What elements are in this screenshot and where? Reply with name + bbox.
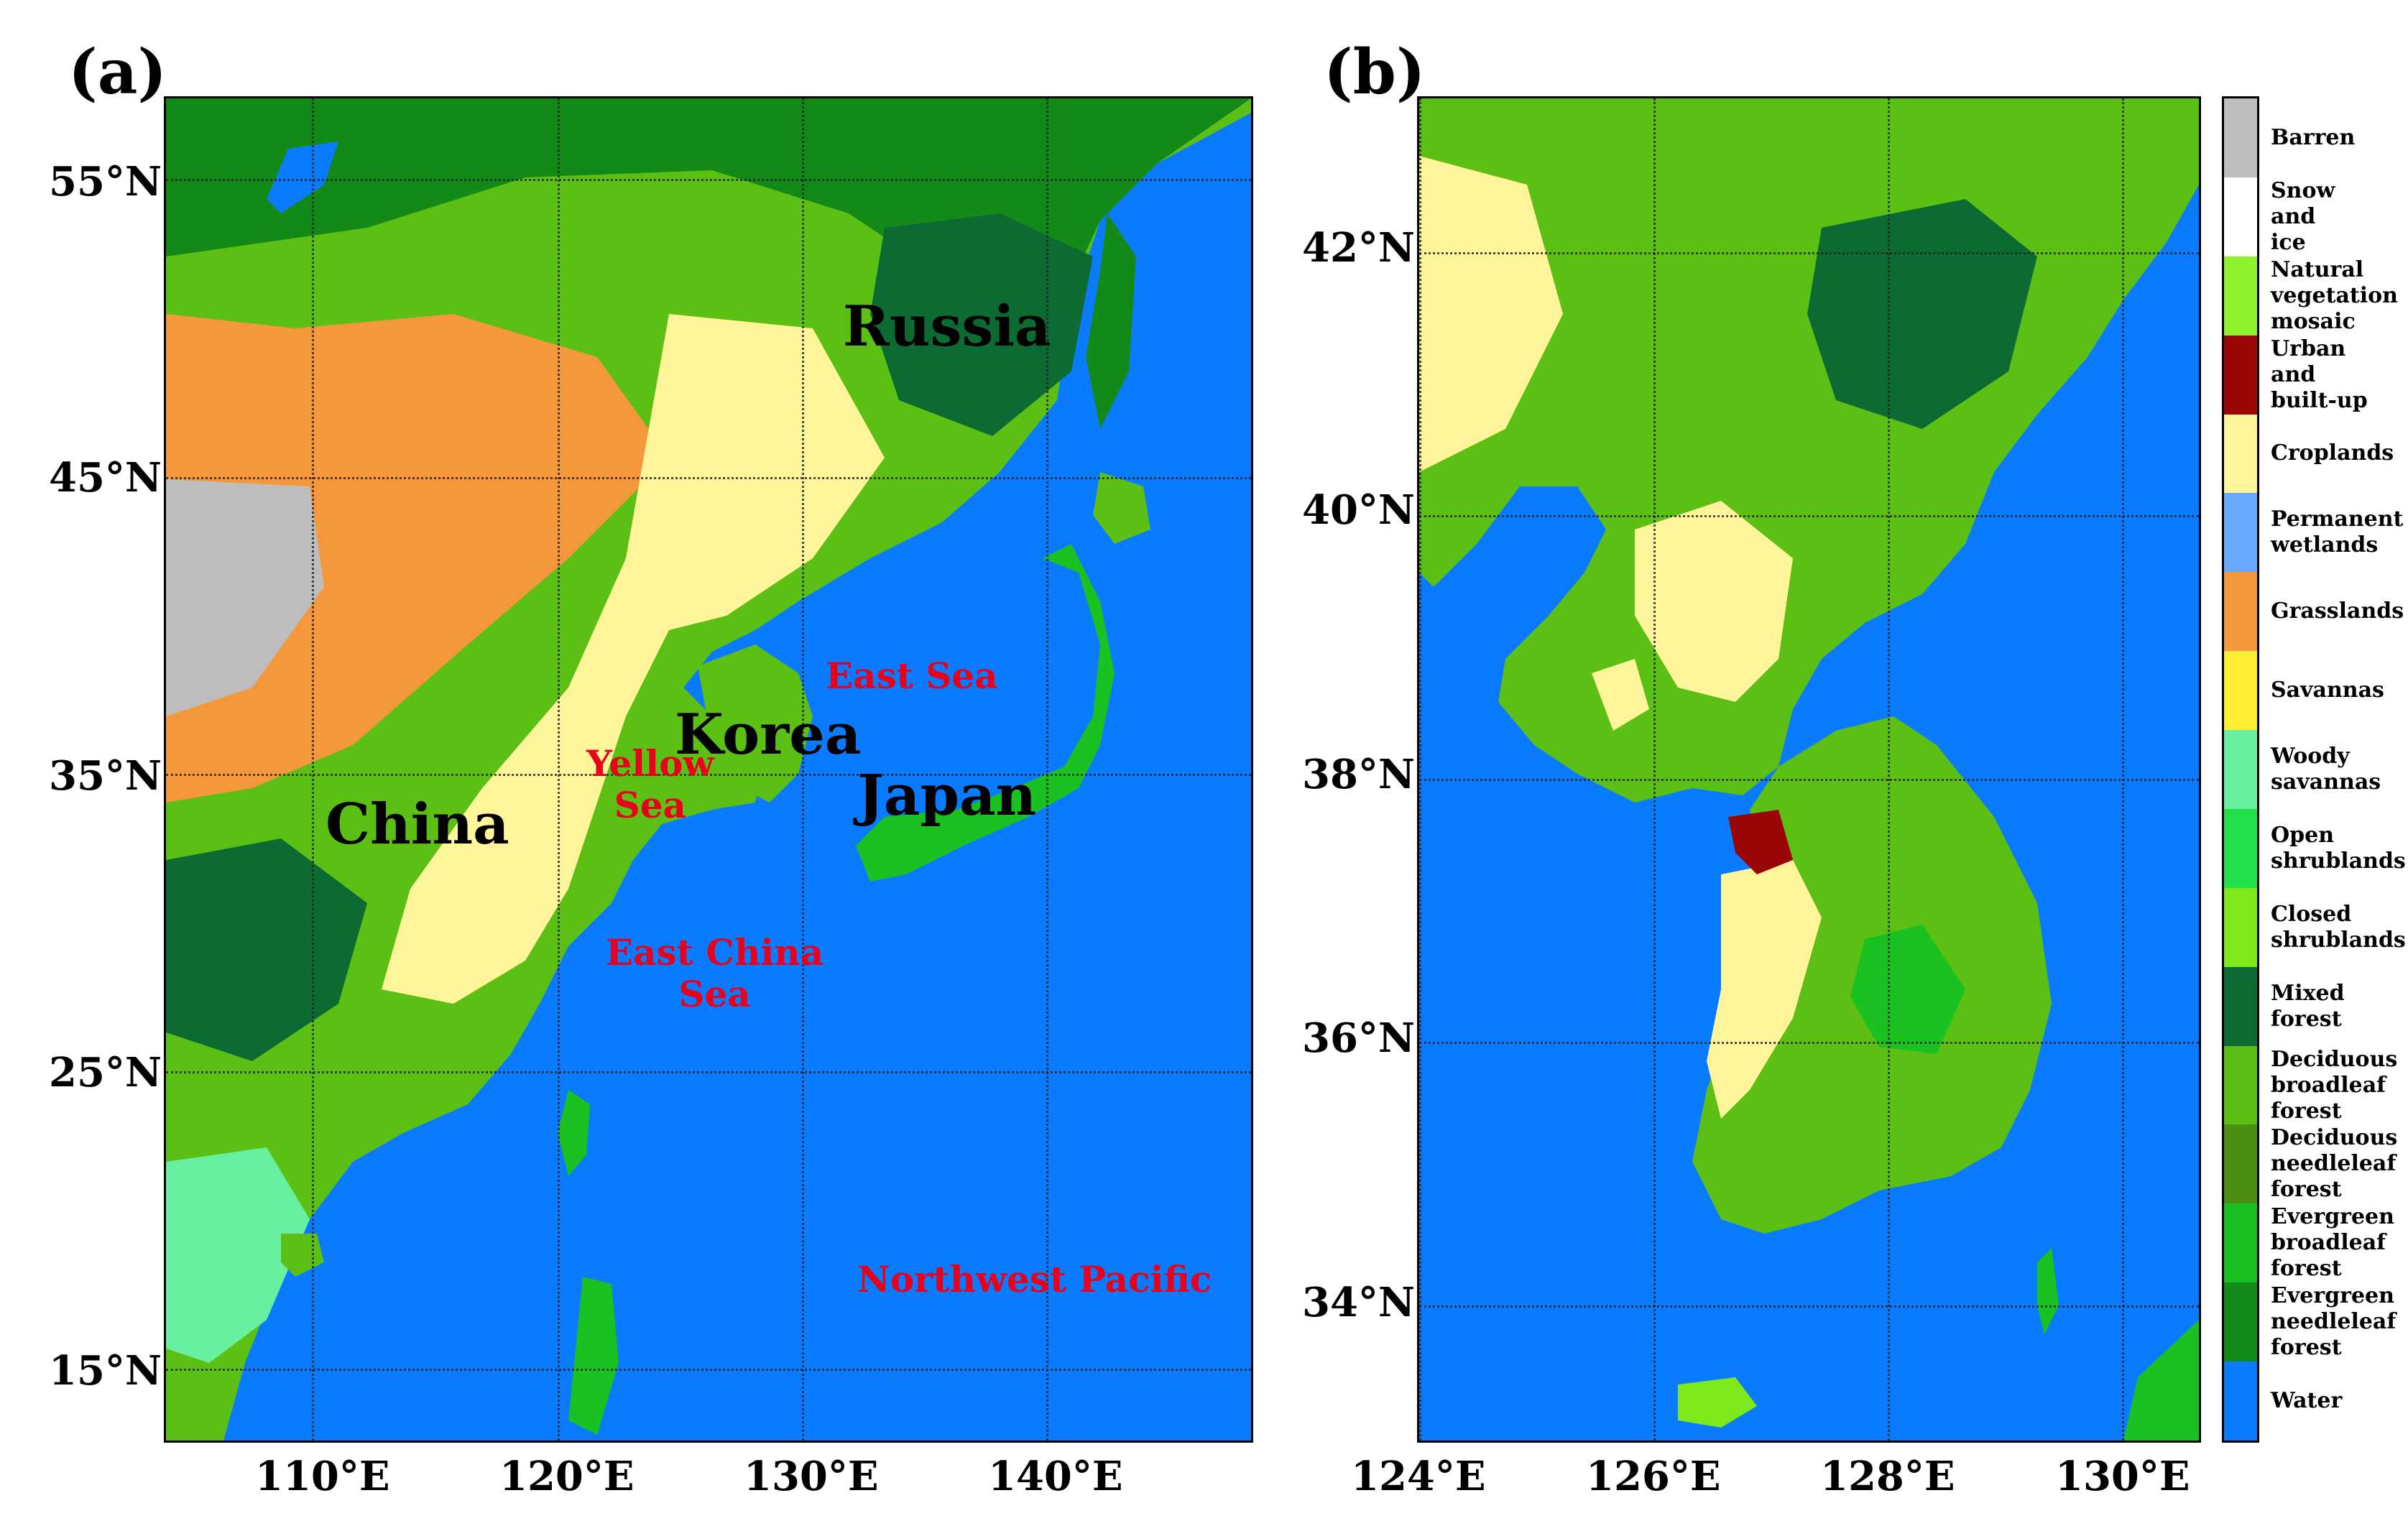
- legend-swatch: [2224, 98, 2257, 177]
- gridline: [166, 477, 1251, 479]
- legend-label: Urban and built-up: [2271, 336, 2368, 413]
- gridline: [1419, 252, 2199, 254]
- panel-a-label: (a): [68, 36, 167, 108]
- gridline: [166, 774, 1251, 776]
- gridline: [166, 1369, 1251, 1371]
- panel-a-lon-tick: 110°E: [255, 1453, 390, 1500]
- label-korea: Korea: [675, 702, 862, 767]
- legend-swatch: [2224, 1124, 2257, 1204]
- legend-label: Natural vegetation mosaic: [2271, 256, 2398, 334]
- label-yellow-sea-line1: Yellow: [586, 742, 714, 785]
- legend-swatch: [2224, 730, 2257, 809]
- legend-label: Mixed forest: [2271, 980, 2345, 1032]
- gridline: [312, 98, 314, 1441]
- legend-swatch: [2224, 1203, 2257, 1283]
- label-yellow-sea: Yellow Sea: [586, 743, 714, 826]
- legend-swatch: [2224, 335, 2257, 415]
- panel-a-map: Russia Korea Japan China East Sea Yellow…: [164, 96, 1253, 1443]
- gridline: [166, 179, 1251, 181]
- panel-a-lon-tick: 120°E: [499, 1453, 635, 1500]
- gridline: [166, 1071, 1251, 1073]
- gridline: [802, 98, 804, 1441]
- legend-label: Evergreen broadleaf forest: [2271, 1204, 2394, 1282]
- legend-swatch: [2224, 256, 2257, 336]
- panel-a-lat-tick: 55°N: [49, 158, 162, 205]
- label-east-china-sea-line1: East China: [606, 931, 824, 974]
- panel-a-lat-tick: 25°N: [49, 1049, 162, 1096]
- panel-a-lon-tick: 140°E: [988, 1453, 1123, 1500]
- panel-b-lat-tick: 34°N: [1302, 1279, 1416, 1326]
- label-east-china-sea-line2: Sea: [678, 972, 751, 1015]
- legend-swatch: [2224, 808, 2257, 888]
- legend-label: Snow and ice: [2271, 177, 2335, 255]
- legend-colorbar: [2222, 96, 2259, 1443]
- panel-a-land-cover: [166, 98, 1251, 1441]
- label-yellow-sea-line2: Sea: [614, 783, 686, 826]
- legend-swatch: [2224, 177, 2257, 256]
- panel-a-lat-tick: 35°N: [49, 752, 162, 800]
- legend-label: Woody savannas: [2271, 744, 2381, 795]
- legend-swatch: [2224, 1045, 2257, 1125]
- legend-label: Evergreen needleleaf forest: [2271, 1283, 2397, 1361]
- gridline: [2122, 98, 2124, 1441]
- label-japan: Japan: [857, 763, 1037, 828]
- legend-label: Permanent wetlands: [2271, 507, 2404, 558]
- panel-b-label: (b): [1324, 36, 1426, 108]
- panel-b-lat-tick: 40°N: [1302, 486, 1416, 534]
- label-northwest-pacific: Northwest Pacific: [857, 1258, 1212, 1300]
- panel-b-lon-tick: 130°E: [2055, 1453, 2190, 1500]
- legend-label: Barren: [2271, 124, 2356, 150]
- label-east-china-sea: East China Sea: [606, 932, 824, 1014]
- legend-swatch: [2224, 1282, 2257, 1361]
- gridline: [1419, 98, 1421, 1441]
- panel-b-lat-tick: 38°N: [1302, 751, 1416, 798]
- legend-label: Water: [2271, 1388, 2343, 1414]
- panel-b-lon-tick: 124°E: [1351, 1453, 1486, 1500]
- panel-b-lon-tick: 128°E: [1820, 1453, 1955, 1500]
- legend-label: Open shrublands: [2271, 822, 2406, 874]
- gridline: [1419, 779, 2199, 781]
- legend-label: Savannas: [2271, 678, 2384, 703]
- legend-label: Closed shrublands: [2271, 901, 2406, 953]
- label-china: China: [326, 792, 509, 857]
- panel-b-lat-tick: 36°N: [1302, 1014, 1416, 1062]
- legend-swatch: [2224, 887, 2257, 967]
- legend-swatch: [2224, 493, 2257, 573]
- legend-label: Deciduous broadleaf forest: [2271, 1046, 2398, 1124]
- gridline: [558, 98, 560, 1441]
- panel-a-lat-tick: 45°N: [49, 454, 162, 501]
- legend-label: Grasslands: [2271, 598, 2404, 624]
- legend-label: Deciduous needleleaf forest: [2271, 1125, 2398, 1203]
- legend-swatch: [2224, 1361, 2257, 1441]
- gridline: [1046, 98, 1048, 1441]
- legend-swatch: [2224, 572, 2257, 652]
- gridline: [1419, 515, 2199, 517]
- gridline: [1888, 98, 1890, 1441]
- legend-label: Croplands: [2271, 440, 2394, 466]
- panel-b-land-cover: [1419, 98, 2199, 1441]
- panel-b-lat-tick: 42°N: [1302, 224, 1416, 272]
- legend-swatch: [2224, 966, 2257, 1046]
- gridline: [1419, 1305, 2199, 1308]
- panel-b-lon-tick: 126°E: [1586, 1453, 1721, 1500]
- gridline: [1419, 1042, 2199, 1044]
- panel-a-lon-tick: 130°E: [744, 1453, 879, 1500]
- gridline: [1653, 98, 1656, 1441]
- label-east-sea: East Sea: [826, 655, 998, 697]
- panel-b-map: [1417, 96, 2201, 1443]
- panel-a-lat-tick: 15°N: [49, 1347, 162, 1395]
- label-russia: Russia: [843, 294, 1051, 359]
- legend-swatch: [2224, 651, 2257, 730]
- legend-swatch: [2224, 414, 2257, 494]
